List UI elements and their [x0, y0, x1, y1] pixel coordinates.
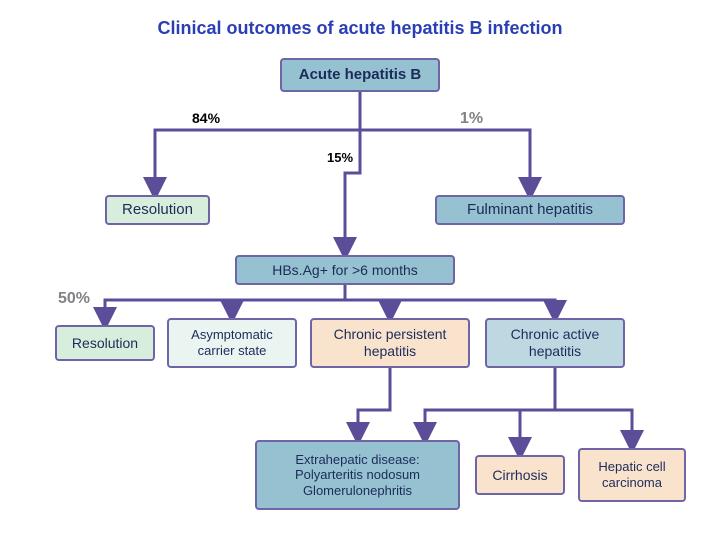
node-res1: Resolution [105, 195, 210, 225]
edge [555, 368, 632, 448]
node-cactive: Chronic active hepatitis [485, 318, 625, 368]
edge [232, 285, 345, 318]
node-cpersist: Chronic persistent hepatitis [310, 318, 470, 368]
node-acute: Acute hepatitis B [280, 58, 440, 92]
node-asymp: Asymptomatic carrier state [167, 318, 297, 368]
edge [345, 92, 360, 255]
node-res2: Resolution [55, 325, 155, 361]
edge [345, 285, 555, 318]
percentage-label: 50% [58, 290, 90, 308]
node-carc: Hepatic cell carcinoma [578, 448, 686, 502]
edge [520, 368, 555, 455]
percentage-label: 1% [460, 110, 483, 128]
edge [155, 92, 360, 195]
edge [345, 285, 390, 318]
percentage-label: 84% [192, 110, 220, 126]
node-cirr: Cirrhosis [475, 455, 565, 495]
percentage-label: 15% [327, 150, 353, 165]
edge [425, 368, 555, 440]
edge [358, 368, 390, 440]
edge [360, 92, 530, 195]
node-extra: Extrahepatic disease: Polyarteritis nodo… [255, 440, 460, 510]
node-hbsag: HBs.Ag+ for >6 months [235, 255, 455, 285]
page-title: Clinical outcomes of acute hepatitis B i… [0, 18, 720, 39]
node-fulm: Fulminant hepatitis [435, 195, 625, 225]
